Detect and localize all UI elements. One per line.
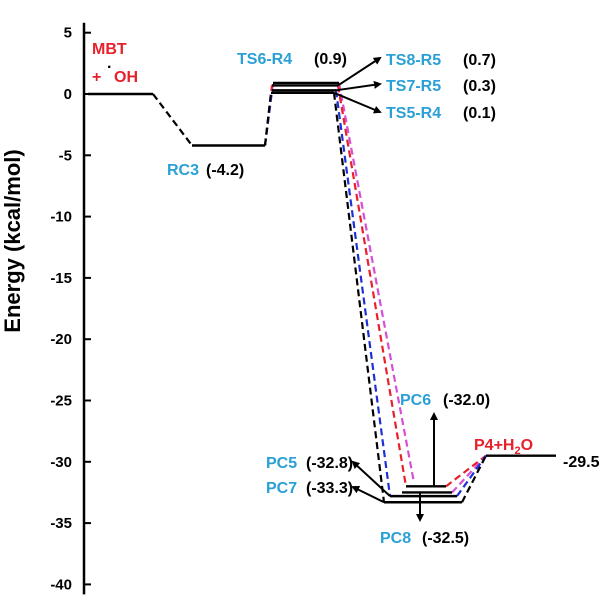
arrow-pc7 (351, 486, 385, 504)
pc5-value: (-32.8) (306, 455, 353, 472)
ts7-value: (0.3) (463, 78, 496, 95)
y-tick-label--30: -30 (50, 454, 72, 471)
y-tick-label--25: -25 (50, 393, 72, 410)
pc8-name: PC8 (380, 530, 411, 547)
path-pc5-product (456, 455, 487, 497)
pc6-name: PC6 (400, 392, 431, 409)
arrow-ts5 (333, 91, 382, 114)
rc3-name: RC3 (167, 162, 199, 179)
ts8-value: (0.7) (463, 52, 496, 69)
product-label: P4+H2O (474, 437, 533, 457)
path-reactants-rc3 (152, 93, 193, 147)
path-ts5-pc (332, 92, 386, 503)
pc5-name: PC5 (266, 455, 297, 472)
pc8-value: (-32.5) (422, 530, 469, 547)
reactant-label-mbt: MBT (92, 41, 127, 58)
reactant-label-plus: + (92, 69, 101, 86)
path-ts6-pc (337, 82, 416, 483)
path-pc6-product (445, 454, 487, 488)
reactant-radical-dot: · (107, 59, 112, 76)
ts6-value: (0.9) (314, 51, 347, 68)
pc7-name: PC7 (266, 480, 297, 497)
y-tick-label--5: -5 (59, 147, 72, 164)
ts5-value: (0.1) (463, 105, 496, 122)
reactant-label-oh: OH (114, 69, 138, 86)
path-ts7-pc (334, 90, 392, 497)
product-label-o: O (521, 437, 533, 454)
y-tick-label--35: -35 (50, 515, 72, 532)
path-pc7-product (461, 455, 487, 503)
y-axis-title: Energy (kcal/mol) (0, 149, 25, 332)
product-value: -29.5 (563, 454, 600, 471)
path-ts8-pc (336, 85, 408, 487)
product-label-main: P4+H (474, 437, 514, 454)
y-tick-label--15: -15 (50, 270, 72, 287)
rc3-value: (-4.2) (206, 162, 244, 179)
pc7-value: (-33.3) (306, 480, 353, 497)
ts5-name: TS5-R4 (386, 105, 441, 122)
path-pc8-product (451, 454, 487, 494)
path-rc3-ts8 (263, 85, 274, 146)
product-label-subscript: 2 (514, 445, 520, 457)
arrow-pc5 (351, 460, 391, 497)
pc6-value: (-32.0) (443, 392, 490, 409)
arrow-ts7 (335, 80, 382, 92)
y-tick-label--20: -20 (50, 331, 72, 348)
path-rc3-ts5 (263, 92, 273, 146)
y-tick-label-5: 5 (64, 25, 72, 42)
ts6-name: TS6-R4 (237, 51, 292, 68)
ts7-name: TS7-R5 (386, 78, 441, 95)
y-tick-label-0: 0 (64, 86, 72, 103)
ts8-name: TS8-R5 (386, 52, 441, 69)
y-tick-label--40: -40 (50, 576, 72, 593)
y-tick-label--10: -10 (50, 209, 72, 226)
arrow-ts8 (337, 56, 382, 87)
